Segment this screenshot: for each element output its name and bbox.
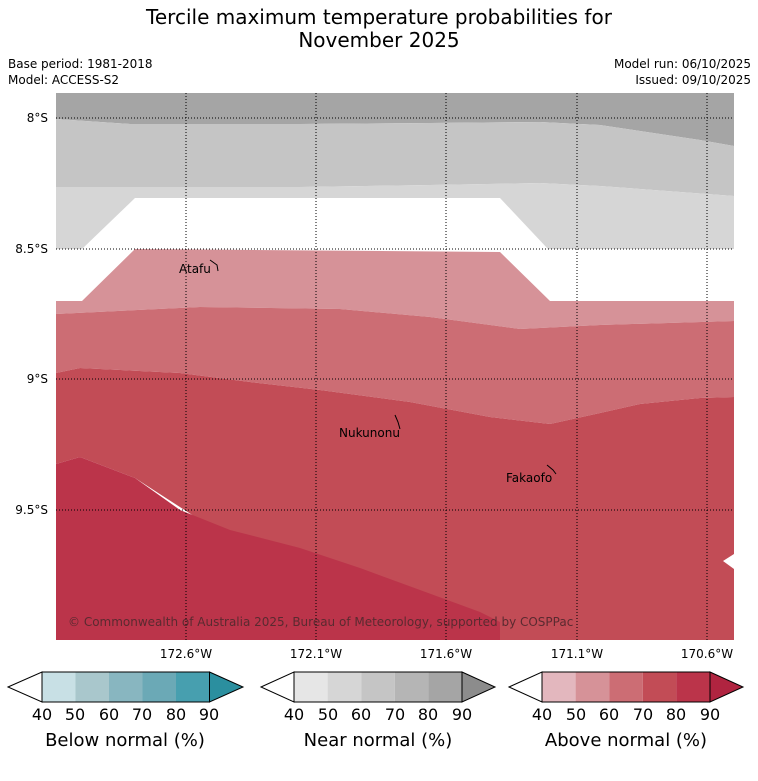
colorbar-tick: 80: [665, 705, 687, 724]
colorbar-swatch: [642, 672, 677, 702]
colorbar-min-arrow: [507, 671, 543, 703]
issued-label: Issued: 09/10/2025: [635, 73, 751, 87]
colorbar-tick: 40: [31, 705, 53, 724]
colorbar-swatch: [294, 672, 328, 702]
lon-label: 172.6°W: [160, 647, 212, 661]
colorbar-max-arrow: [461, 671, 497, 703]
model-label: Model: ACCESS-S2: [8, 73, 120, 87]
colorbar-max-arrow: [709, 671, 745, 703]
colorbar-tick: 90: [699, 705, 721, 724]
colorbar-min-arrow: [6, 671, 43, 703]
colorbar-near-normal: [259, 671, 497, 703]
colorbar-frame: [541, 671, 711, 703]
colorbar-tick: 60: [598, 705, 620, 724]
graticule: [56, 93, 734, 640]
lon-label: 171.6°W: [420, 647, 472, 661]
place-label-nukunonu: Nukunonu: [339, 426, 400, 440]
colorbar-tick: 60: [98, 705, 120, 724]
colorbar-tick: 50: [565, 705, 587, 724]
colorbar-label-below-normal: Below normal (%): [45, 730, 205, 751]
colorbar-tick: 80: [417, 705, 439, 724]
colorbar-min-arrow: [259, 671, 295, 703]
lon-label: 170.6°W: [681, 647, 733, 661]
colorbar-swatch: [609, 672, 643, 702]
colorbar-tick: 90: [198, 705, 220, 724]
colorbar-swatch: [142, 672, 176, 702]
colorbar-frame: [293, 671, 463, 703]
colorbar-tick: 80: [165, 705, 187, 724]
colorbar-swatch: [109, 672, 143, 702]
colorbar-tick: 40: [531, 705, 553, 724]
above-normal-90-band: [56, 457, 500, 640]
colorbar-above-normal: [507, 671, 745, 703]
lat-label: 8°S: [27, 111, 48, 125]
colorbar-tick: 70: [632, 705, 654, 724]
colorbar-swatch: [327, 672, 362, 702]
above-normal-60-band: [56, 249, 734, 329]
colorbar-swatch: [428, 672, 462, 702]
nukunonu-atoll-outline: [394, 414, 401, 430]
colorbar-label-above-normal: Above normal (%): [544, 730, 708, 751]
near-normal-60-band: [56, 183, 734, 249]
atafu-atoll-outline: [209, 259, 219, 272]
lat-label: 9.5°S: [15, 503, 48, 517]
colorbar-swatch: [75, 672, 109, 702]
base-period-label: Base period: 1981-2018: [8, 57, 153, 71]
colorbar-tick: 50: [317, 705, 339, 724]
colorbar-frame: [41, 671, 210, 703]
colorbar-swatch: [361, 672, 395, 702]
lon-label: 172.1°W: [290, 647, 342, 661]
colorbar-swatch: [542, 672, 576, 702]
near-normal-80-band: [56, 93, 734, 146]
probability-field: [56, 93, 734, 640]
fakaofo-atoll-outline: [546, 464, 557, 475]
colorbar-below-normal: [6, 671, 245, 703]
colorbar-max-arrow: [209, 671, 245, 703]
colorbar-label-near-normal: Near normal (%): [303, 730, 453, 751]
colorbar-swatch: [176, 672, 210, 702]
colorbar-swatch: [575, 672, 610, 702]
colorbar-swatch: [676, 672, 710, 702]
lon-label: 171.1°W: [551, 647, 603, 661]
colorbar-tick: 60: [350, 705, 372, 724]
colorbar-swatch: [394, 672, 429, 702]
near-normal-70-band: [56, 119, 734, 196]
colorbar-tick: 70: [131, 705, 153, 724]
colorbar-tick: 50: [64, 705, 86, 724]
lat-label: 8.5°S: [15, 242, 48, 256]
colorbar-swatch: [42, 672, 76, 702]
place-label-fakaofo: Fakaofo: [506, 471, 552, 485]
islands: [209, 259, 557, 475]
place-label-atafu: Atafu: [179, 262, 211, 276]
model-run-label: Model run: 06/10/2025: [613, 57, 751, 71]
colorbar-tick: 90: [451, 705, 473, 724]
colorbar-tick: 40: [283, 705, 305, 724]
above-normal-80-band: [56, 368, 734, 640]
title-line-2: November 2025: [298, 28, 460, 52]
above-normal-70-band: [56, 307, 734, 424]
copyright-notice: © Commonwealth of Australia 2025, Bureau…: [68, 615, 573, 629]
lat-label: 9°S: [27, 372, 48, 386]
colorbar-tick: 70: [384, 705, 406, 724]
title-line-1: Tercile maximum temperature probabilitie…: [146, 5, 612, 29]
